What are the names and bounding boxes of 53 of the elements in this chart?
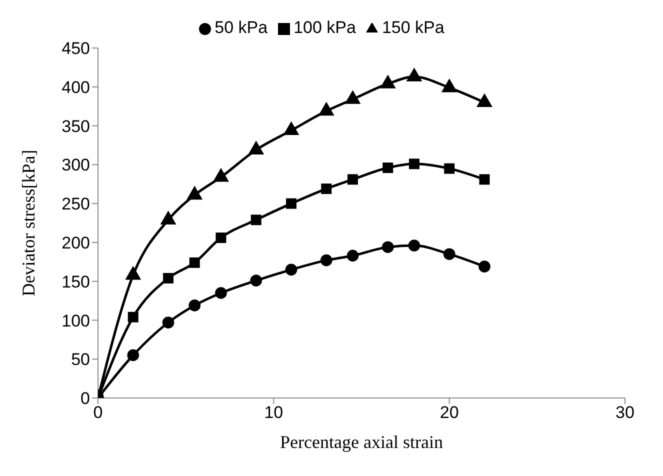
point: [248, 140, 264, 154]
point: [441, 78, 458, 92]
point: [476, 93, 492, 108]
point: [127, 349, 140, 362]
y-tick-label: 50: [71, 350, 90, 370]
point: [215, 287, 227, 299]
y-tick-label: 200: [62, 233, 90, 252]
point: [382, 162, 394, 174]
point: [250, 274, 262, 286]
point: [320, 254, 332, 266]
y-tick-label: 300: [62, 156, 90, 175]
x-tick-label: 30: [616, 403, 634, 422]
point: [380, 74, 396, 88]
y-axis-title: Deviator stress[kPa]: [18, 150, 38, 296]
point: [479, 174, 490, 185]
point: [346, 250, 359, 262]
point: [162, 316, 174, 328]
point: [250, 214, 262, 226]
legend-label: 100 kPa: [294, 18, 356, 37]
point: [382, 241, 394, 254]
point: [347, 174, 358, 185]
y-tick-label: 450: [62, 39, 90, 58]
point: [213, 168, 229, 182]
point: [443, 248, 456, 260]
point: [406, 68, 422, 82]
point: [283, 121, 300, 136]
point: [286, 198, 296, 209]
point: [163, 272, 174, 284]
point: [285, 264, 298, 276]
point: [408, 240, 420, 252]
point: [444, 163, 455, 174]
point: [318, 102, 334, 116]
point: [188, 300, 201, 312]
point: [408, 158, 420, 170]
y-tick-label: 250: [62, 194, 90, 214]
legend-label: 50 kPa: [214, 18, 268, 37]
point: [128, 312, 138, 322]
y-tick-label: 150: [62, 272, 90, 292]
point: [321, 184, 332, 194]
x-tick-label: 10: [264, 403, 284, 422]
point: [478, 260, 490, 272]
point: [216, 232, 226, 244]
point: [344, 90, 361, 104]
x-tick-label: 20: [440, 403, 459, 422]
y-tick-label: 400: [62, 78, 90, 97]
y-tick-label: 100: [62, 311, 90, 330]
point: [186, 186, 203, 200]
y-tick-label: 0: [80, 389, 90, 408]
legend-label: 150 kPa: [382, 18, 444, 37]
x-tick-label: 0: [93, 403, 103, 422]
y-tick-label: 350: [62, 116, 90, 136]
point: [189, 257, 200, 268]
x-axis-title: Percentage axial strain: [280, 432, 443, 452]
